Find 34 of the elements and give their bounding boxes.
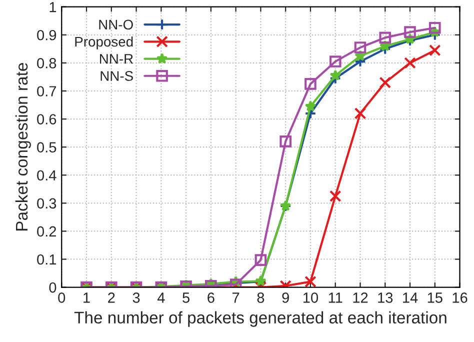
x-tick-label: 13 — [378, 292, 393, 303]
y-tick-label: 0.9 — [37, 30, 56, 40]
y-tick-label: 0.3 — [37, 198, 56, 209]
x-tick-label: 1 — [84, 292, 90, 303]
x-tick-label: 2 — [108, 292, 115, 303]
y-tick-label: 0.1 — [37, 254, 56, 265]
legend-label: NN-R — [100, 54, 133, 64]
x-tick-label: 6 — [208, 292, 214, 303]
x-tick-label: 10 — [303, 292, 318, 303]
x-tick-label: 3 — [132, 292, 140, 303]
x-tick-label: 8 — [257, 292, 264, 303]
y-axis-title: Packet congestion rate — [15, 63, 31, 230]
y-tick-label: 0.6 — [37, 114, 56, 124]
x-tick-label: 16 — [452, 292, 468, 303]
x-tick-label: 9 — [282, 292, 289, 303]
x-tick-label: 0 — [58, 292, 66, 303]
y-tick-label: 0 — [49, 282, 56, 293]
x-axis-title: The number of packets generated at each iteration — [74, 311, 446, 327]
x-tick-label: 12 — [353, 292, 368, 303]
y-tick-label: 1 — [50, 2, 56, 12]
y-tick-label: 0.8 — [37, 58, 56, 68]
x-tick-label: 11 — [328, 292, 342, 303]
legend-label: NN-S — [100, 71, 133, 81]
y-tick-label: 0.4 — [37, 170, 56, 181]
x-tick-label: 14 — [403, 292, 418, 303]
x-tick-label: 4 — [157, 292, 165, 303]
x-tick-label: 15 — [428, 292, 442, 303]
y-tick-label: 0.2 — [37, 226, 56, 237]
y-tick-label: 0.7 — [37, 86, 56, 96]
legend-label: Proposed — [75, 36, 133, 50]
x-tick-label: 7 — [232, 292, 240, 303]
x-tick-label: 5 — [182, 292, 190, 303]
y-tick-label: 0.5 — [37, 142, 56, 152]
legend-label: NN-O — [99, 20, 133, 30]
